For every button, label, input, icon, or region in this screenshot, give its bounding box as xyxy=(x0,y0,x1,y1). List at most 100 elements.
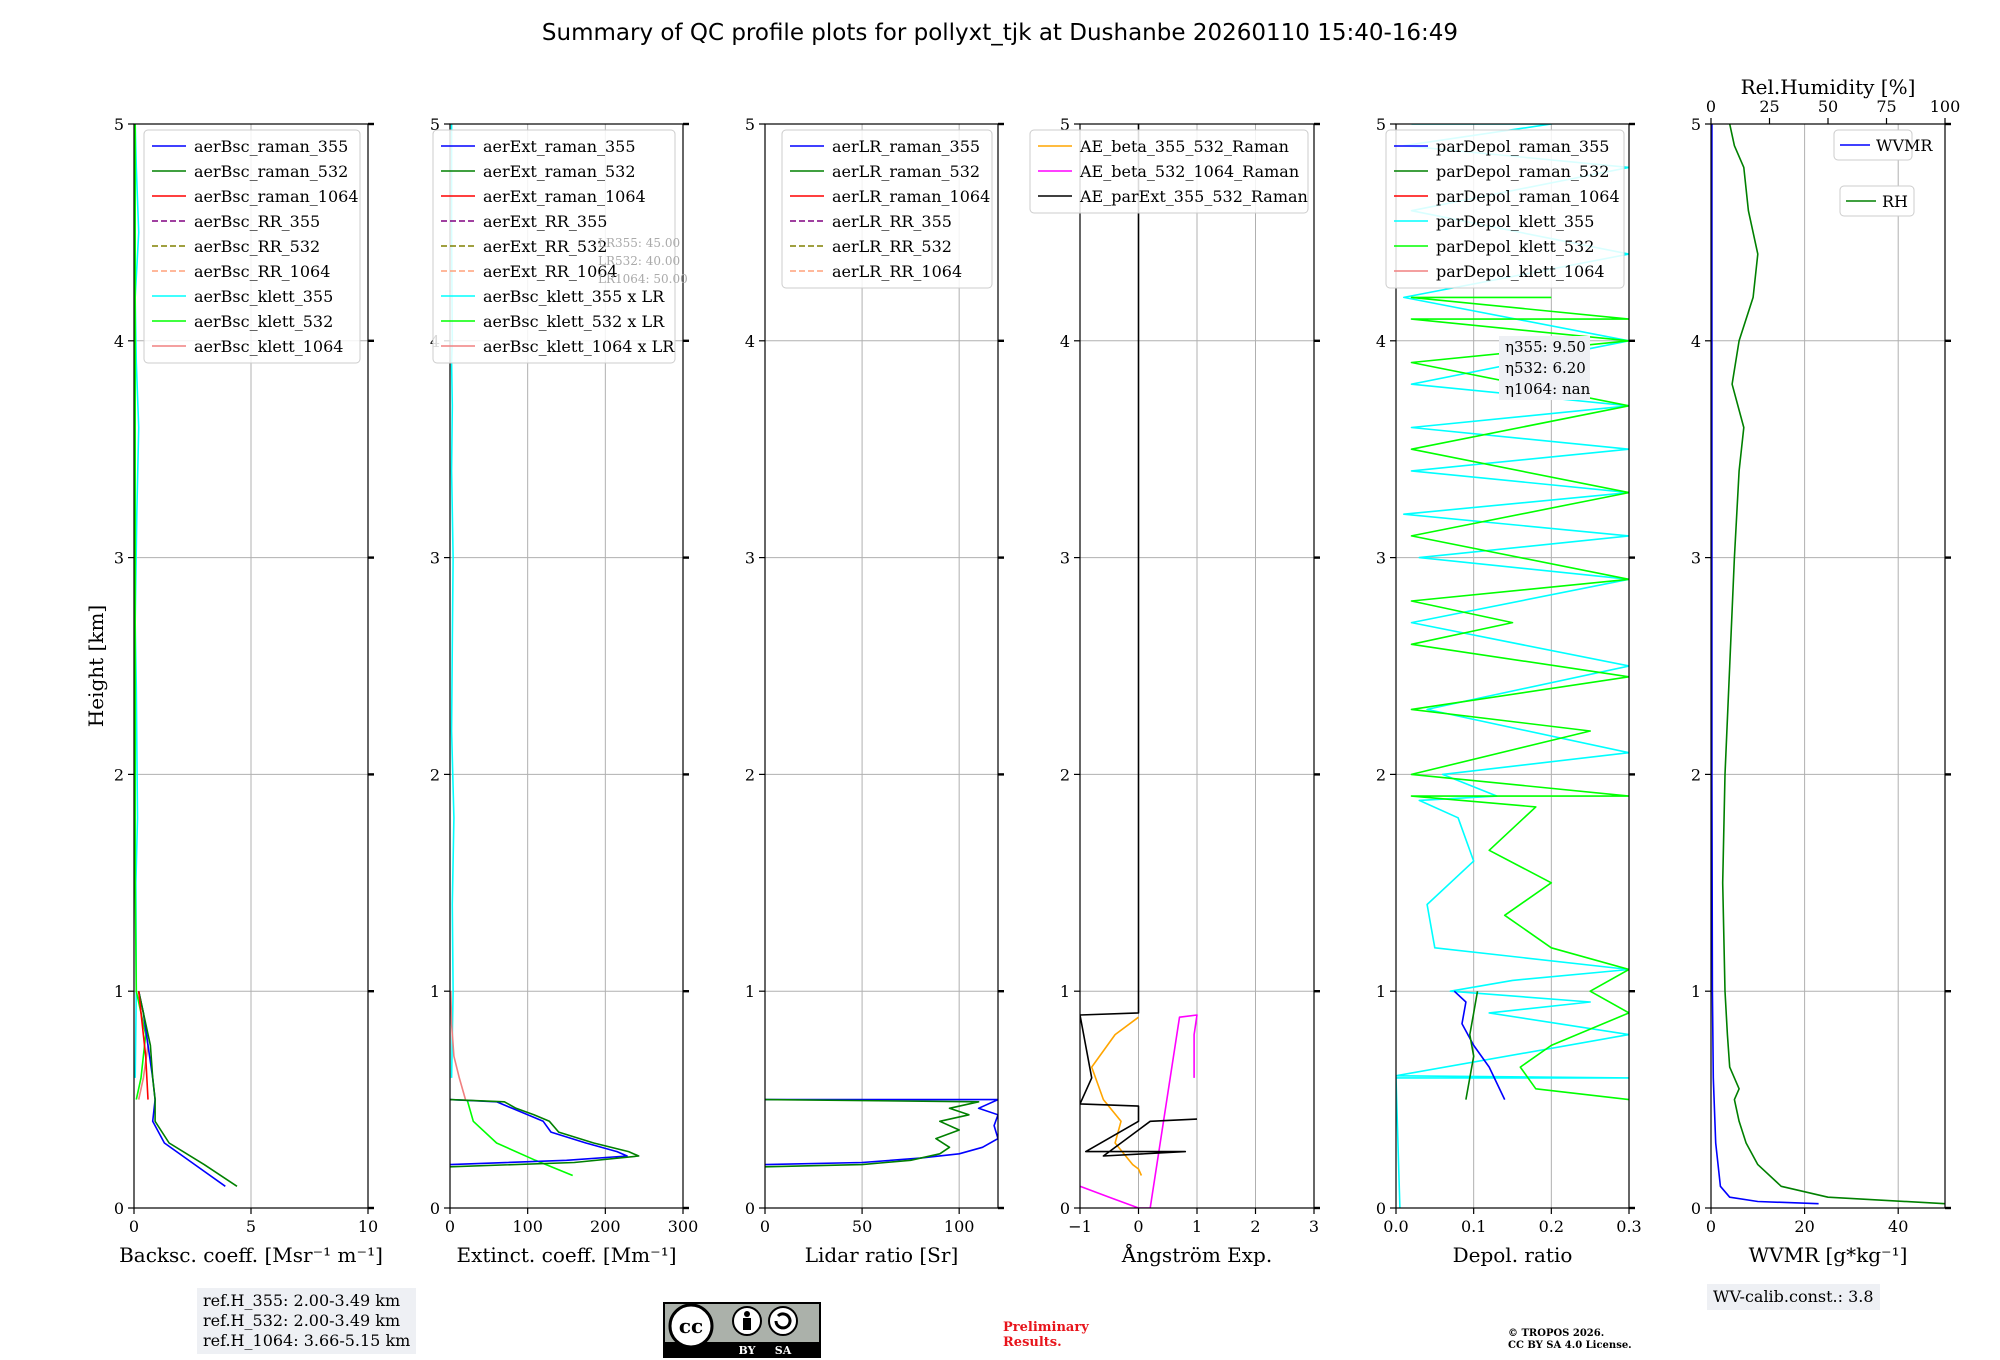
legend-label: AE_beta_355_532_Raman xyxy=(1079,137,1289,156)
preliminary-note: Preliminary Results. xyxy=(1003,1320,1089,1350)
y-tick-label: 5 xyxy=(114,115,124,134)
legend-label: aerExt_raman_1064 xyxy=(483,187,646,206)
legend-label: parDepol_klett_532 xyxy=(1436,237,1594,256)
annotation-box: η355: 9.50 η532: 6.20 η1064: nan xyxy=(1499,336,1591,400)
legend: parDepol_raman_355 parDepol_raman_532 parD… xyxy=(1385,129,1625,289)
series-parDepol_raman_355 xyxy=(1453,990,1506,1100)
ref-height-box: ref.H_355: 2.00-3.49 km ref.H_532: 2.00-… xyxy=(197,1288,417,1354)
y-tick-label: 2 xyxy=(745,765,755,784)
series-aerExt_raman_355 xyxy=(450,1098,628,1166)
y-tick-label: 3 xyxy=(1691,549,1701,568)
x-axis-label: WVMR [g*kg⁻¹] xyxy=(1749,1243,1908,1267)
legend-label: aerBsc_raman_1064 xyxy=(194,187,359,206)
legend-label: aerBsc_RR_532 xyxy=(194,237,320,256)
ref-height-355: ref.H_355: 2.00-3.49 km xyxy=(203,1291,401,1310)
y-tick-label: 5 xyxy=(430,115,440,134)
panel-5: 0 1 2 3 4 5 0.0 0.1 0.2 0.3 Depol. ratio parDepol_r… xyxy=(1376,115,1642,1267)
y-tick-label: 4 xyxy=(1060,332,1070,351)
series-group xyxy=(1080,124,1198,1208)
y-tick-label: 0 xyxy=(114,1199,124,1218)
x-tick-label: 0 xyxy=(1133,1217,1143,1236)
y-tick-label: 4 xyxy=(745,332,755,351)
legend-label: aerBsc_klett_1064 x LR xyxy=(483,337,675,356)
by-person-head xyxy=(744,1311,750,1317)
legend-label: aerExt_RR_532 xyxy=(483,237,607,256)
legend-box xyxy=(143,129,361,364)
by-label: BY xyxy=(739,1344,756,1357)
legend-label: RH xyxy=(1882,192,1908,211)
x-axis-label: Extinct. coeff. [Mm⁻¹] xyxy=(456,1243,676,1267)
y-tick-label: 5 xyxy=(1376,115,1386,134)
series-aerBsc_klett_532 x LR xyxy=(466,1099,574,1177)
legend-label: parDepol_raman_532 xyxy=(1436,162,1609,181)
x-tick-label: 0.2 xyxy=(1539,1217,1564,1236)
series-AE_beta_355_532_Raman xyxy=(1090,1016,1143,1176)
copyright-note: © TROPOS 2026. CC BY SA 4.0 License. xyxy=(1508,1328,1632,1352)
figure-title: Summary of QC profile plots for pollyxt_… xyxy=(541,20,1459,46)
eta-annotation: η532: 6.20 xyxy=(1505,359,1586,377)
x-tick-label: 40 xyxy=(1888,1217,1908,1236)
legend-label: aerExt_raman_355 xyxy=(483,137,636,156)
by-person-body xyxy=(743,1318,751,1330)
legend-RH: RH xyxy=(1839,185,1915,217)
eta-annotation-bg xyxy=(1499,336,1590,400)
x-tick-label: 200 xyxy=(590,1217,621,1236)
cc-letters: cc xyxy=(679,1314,703,1338)
legend-label: WVMR xyxy=(1876,136,1933,155)
sa-label: SA xyxy=(775,1344,792,1357)
y-tick-label: 5 xyxy=(1691,115,1701,134)
x-tick-label: 0 xyxy=(445,1217,455,1236)
y-tick-label: 4 xyxy=(1376,332,1386,351)
annotation-box: LR355: 45.00 LR532: 40.00 LR1064: 50.00 xyxy=(598,236,688,286)
series-WVMR xyxy=(1711,124,1819,1205)
legend-label: aerBsc_klett_355 x LR xyxy=(483,287,665,306)
eta-annotation: η1064: nan xyxy=(1505,380,1591,398)
x-tick-label: 100 xyxy=(944,1217,975,1236)
legend-label: aerExt_raman_532 xyxy=(483,162,636,181)
legend-label: aerBsc_klett_355 xyxy=(194,287,333,306)
cc-license-badge: cc BY SA xyxy=(663,1302,821,1358)
legend-label: aerBsc_RR_1064 xyxy=(194,262,330,281)
legend-box xyxy=(432,129,676,364)
legend-label: aerBsc_raman_532 xyxy=(194,162,348,181)
series-aerBsc_klett_1064 x LR xyxy=(450,991,467,1100)
top-x-tick-label: 50 xyxy=(1818,97,1838,116)
x-axis-label: Lidar ratio [Sr] xyxy=(805,1243,959,1267)
panel-1: 0 1 2 3 4 5 0 5 10 Backsc. coeff. [Msr⁻¹ m⁻¹] Heig… xyxy=(84,115,383,1267)
series-aerBsc_raman_1064 xyxy=(137,991,149,1100)
legend-label: parDepol_raman_355 xyxy=(1436,137,1609,156)
series-AE_parExt_355_532_Raman xyxy=(1080,124,1198,1157)
y-axis-label: Height [km] xyxy=(84,605,108,727)
x-axis-label: Backsc. coeff. [Msr⁻¹ m⁻¹] xyxy=(119,1243,383,1267)
legend-label: aerExt_RR_1064 xyxy=(483,262,618,281)
top-x-tick-label: 25 xyxy=(1759,97,1779,116)
x-tick-label: 0 xyxy=(129,1217,139,1236)
y-tick-label: 2 xyxy=(430,765,440,784)
y-tick-label: 3 xyxy=(1376,549,1386,568)
x-tick-label: 2 xyxy=(1250,1217,1260,1236)
copyright-line-1: © TROPOS 2026. xyxy=(1508,1328,1605,1339)
legend-label: aerBsc_klett_532 xyxy=(194,312,333,331)
series-aerLR_raman_355 xyxy=(765,1098,998,1166)
y-tick-label: 5 xyxy=(745,115,755,134)
axes-frame xyxy=(449,123,684,1209)
copyright-line-2: CC BY SA 4.0 License. xyxy=(1508,1340,1632,1351)
legend: aerLR_raman_355 aerLR_raman_532 aerLR_rama… xyxy=(781,129,993,289)
y-tick-label: 1 xyxy=(114,982,124,1001)
x-tick-label: −1 xyxy=(1068,1217,1092,1236)
legend-box xyxy=(781,129,993,289)
legend-WVMR: WVMR xyxy=(1833,129,1933,161)
series-group xyxy=(1396,124,1629,1208)
y-tick-label: 1 xyxy=(1376,982,1386,1001)
series-aerBsc_raman_355 xyxy=(137,991,226,1187)
legend-label: aerLR_RR_1064 xyxy=(832,262,962,281)
x-tick-label: 300 xyxy=(668,1217,699,1236)
legend: aerExt_raman_355 aerExt_raman_532 aerExt_r… xyxy=(432,129,676,364)
legend-label: aerLR_RR_532 xyxy=(832,237,952,256)
x-tick-label: 10 xyxy=(358,1217,378,1236)
x-tick-label: 0.3 xyxy=(1616,1217,1641,1236)
x-tick-label: 0.1 xyxy=(1461,1217,1486,1236)
